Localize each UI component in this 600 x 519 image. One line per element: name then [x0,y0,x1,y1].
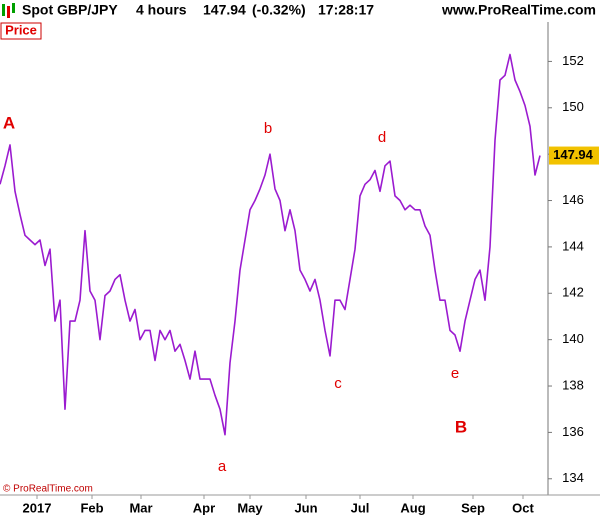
x-tick-label: May [237,500,263,515]
annotation: B [455,417,467,436]
annotation: a [218,458,227,475]
change: (-0.32%) [252,2,306,18]
interval: 4 hours [136,2,187,18]
panel-label-box [0,22,42,40]
x-tick-label: Apr [193,500,215,515]
time: 17:28:17 [318,2,374,18]
annotation: c [334,375,342,392]
icon [7,6,10,18]
copyright: © ProRealTime.com [3,484,93,495]
annotation: A [3,113,15,132]
last-price-label: 147.94 [553,147,594,162]
y-tick-label: 136 [562,424,584,439]
annotation: b [264,120,272,137]
annotation: e [451,365,459,382]
panel-label: Price [5,22,37,37]
x-tick-label: Jun [294,500,317,515]
y-tick-label: 142 [562,285,584,300]
y-tick-label: 134 [562,470,584,485]
x-tick-label: Oct [512,500,534,515]
icon [2,4,5,16]
x-tick-label: Aug [400,500,425,515]
website: www.ProRealTime.com [441,2,596,18]
last-price: 147.94 [203,2,246,18]
x-tick-label: Feb [80,500,103,515]
annotation: d [378,129,386,146]
y-tick-label: 152 [562,53,584,68]
y-tick-label: 146 [562,192,584,207]
y-tick-label: 140 [562,331,584,346]
x-tick-label: Sep [461,500,485,515]
last-price-box [549,146,599,165]
title: Spot GBP/JPY [22,2,118,18]
x-tick-label: Mar [129,500,152,515]
y-tick-label: 144 [562,238,584,253]
price-line [0,53,541,436]
icon [12,3,15,13]
y-tick-label: 150 [562,99,584,114]
y-tick-label: 138 [562,377,584,392]
x-tick-label: Jul [351,500,370,515]
x-tick-label: 2017 [23,500,52,515]
